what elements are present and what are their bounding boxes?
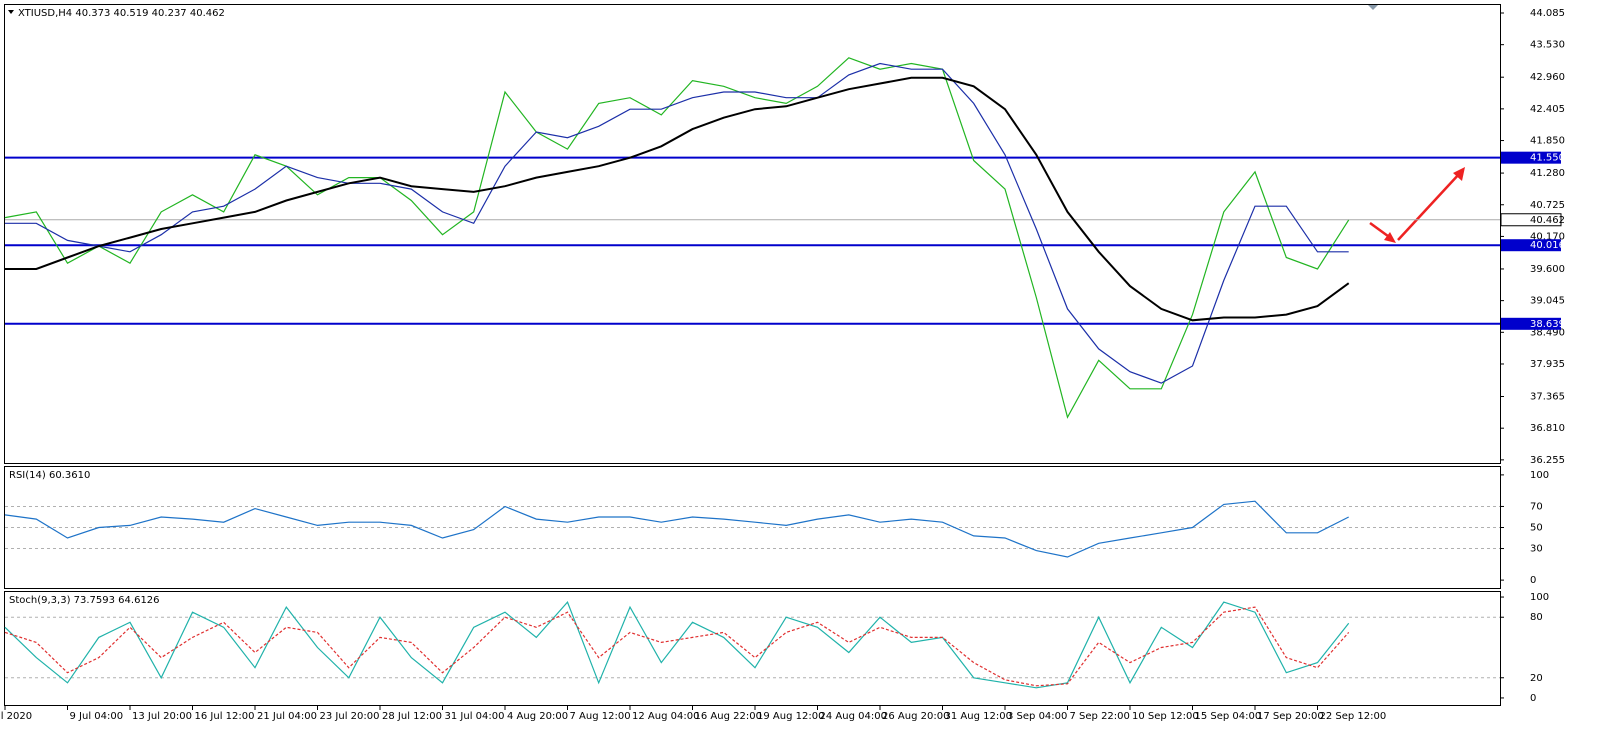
y-tick-label: 44.085 xyxy=(1530,8,1565,19)
y-tick-label: 36.255 xyxy=(1530,455,1565,466)
price-label-box xyxy=(1500,213,1562,227)
x-tick-label: 21 Jul 04:00 xyxy=(257,711,317,722)
x-tick-label: 31 Jul 04:00 xyxy=(445,711,505,722)
y-tick-label: 39.045 xyxy=(1530,296,1565,307)
y-tick-label: 70 xyxy=(1530,501,1543,512)
x-tick-label: 17 Sep 20:00 xyxy=(1257,711,1324,722)
x-tick-label: 3 Sep 04:00 xyxy=(1007,711,1067,722)
y-tick-label: 37.365 xyxy=(1530,392,1565,403)
y-tick-label: 42.960 xyxy=(1530,72,1565,83)
y-tick-label: 37.935 xyxy=(1530,359,1565,370)
series-line xyxy=(5,62,1349,384)
series-line xyxy=(5,76,1350,322)
y-tick-label: 30 xyxy=(1530,544,1543,555)
y-tick-label: 20 xyxy=(1530,673,1543,684)
y-tick-label: 100 xyxy=(1530,470,1549,481)
y-tick-label: 42.405 xyxy=(1530,104,1565,115)
level-label: 41.550 xyxy=(1530,153,1565,164)
x-tick-label: 28 Jul 12:00 xyxy=(382,711,442,722)
y-tick-label: 0 xyxy=(1530,693,1536,704)
y-tick-label: 43.530 xyxy=(1530,40,1565,51)
forecast-arrow xyxy=(1369,167,1465,243)
series-line xyxy=(4,606,1350,687)
y-tick-label: 40.725 xyxy=(1530,200,1565,211)
level-label-box xyxy=(1501,317,1561,330)
y-tick-label: 80 xyxy=(1530,612,1543,623)
x-tick-label: 4 Aug 20:00 xyxy=(507,711,568,722)
level-label-box xyxy=(1501,239,1561,252)
menu-triangle xyxy=(8,10,14,14)
shift-marker xyxy=(1368,5,1378,10)
x-tick-label: 9 Jul 04:00 xyxy=(70,711,124,722)
x-tick-label: 10 Sep 12:00 xyxy=(1132,711,1199,722)
x-tick-label: 26 Aug 20:00 xyxy=(882,711,949,722)
x-tick-label: 12 Aug 04:00 xyxy=(632,711,699,722)
x-tick-label: 7 Sep 22:00 xyxy=(1070,711,1130,722)
panel-title: RSI(14) 60.3610 xyxy=(9,470,90,481)
y-tick-label: 36.810 xyxy=(1530,423,1565,434)
x-tick-label: 16 Jul 12:00 xyxy=(195,711,255,722)
y-tick-label: 41.850 xyxy=(1530,136,1565,147)
x-tick-label: 13 Jul 20:00 xyxy=(132,711,192,722)
x-tick-label: 23 Jul 20:00 xyxy=(320,711,380,722)
x-tick-label: 31 Aug 12:00 xyxy=(945,711,1012,722)
stoch-panel xyxy=(4,591,1501,706)
y-tick-label: 100 xyxy=(1530,592,1549,603)
main-panel xyxy=(4,4,1501,464)
y-tick-label: 40.170 xyxy=(1530,231,1565,242)
y-tick-label: 38.490 xyxy=(1530,327,1565,338)
y-tick-label: 39.600 xyxy=(1530,264,1565,275)
x-tick-label: 16 Aug 22:00 xyxy=(695,711,762,722)
series-line xyxy=(4,57,1350,419)
x-tick-label: 7 Aug 12:00 xyxy=(570,711,631,722)
panel-title: Stoch(9,3,3) 73.7593 64.6126 xyxy=(9,595,160,606)
x-tick-label: 6 Jul 2020 xyxy=(0,711,32,722)
x-tick-label: 19 Aug 12:00 xyxy=(757,711,824,722)
y-tick-label: 41.280 xyxy=(1530,168,1565,179)
panel-title: XTIUSD,H4 40.373 40.519 40.237 40.462 xyxy=(18,8,225,19)
y-tick-label: 50 xyxy=(1530,523,1543,534)
level-label: 38.639 xyxy=(1530,319,1565,330)
level-label-box xyxy=(1501,151,1561,164)
series-line xyxy=(4,600,1350,689)
x-tick-label: 15 Sep 04:00 xyxy=(1195,711,1262,722)
series-line xyxy=(4,500,1349,558)
price-label: 40.462 xyxy=(1530,215,1565,226)
level-label: 40.016 xyxy=(1530,240,1565,251)
x-tick-label: 22 Sep 12:00 xyxy=(1320,711,1387,722)
x-tick-label: 24 Aug 04:00 xyxy=(820,711,887,722)
y-tick-label: 0 xyxy=(1530,575,1536,586)
